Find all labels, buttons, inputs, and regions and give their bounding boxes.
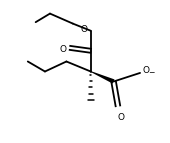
Polygon shape xyxy=(91,71,115,84)
Text: O: O xyxy=(118,114,125,122)
Text: O: O xyxy=(142,66,149,75)
Text: −: − xyxy=(148,68,155,77)
Text: O: O xyxy=(59,45,66,54)
Text: O: O xyxy=(80,25,87,34)
